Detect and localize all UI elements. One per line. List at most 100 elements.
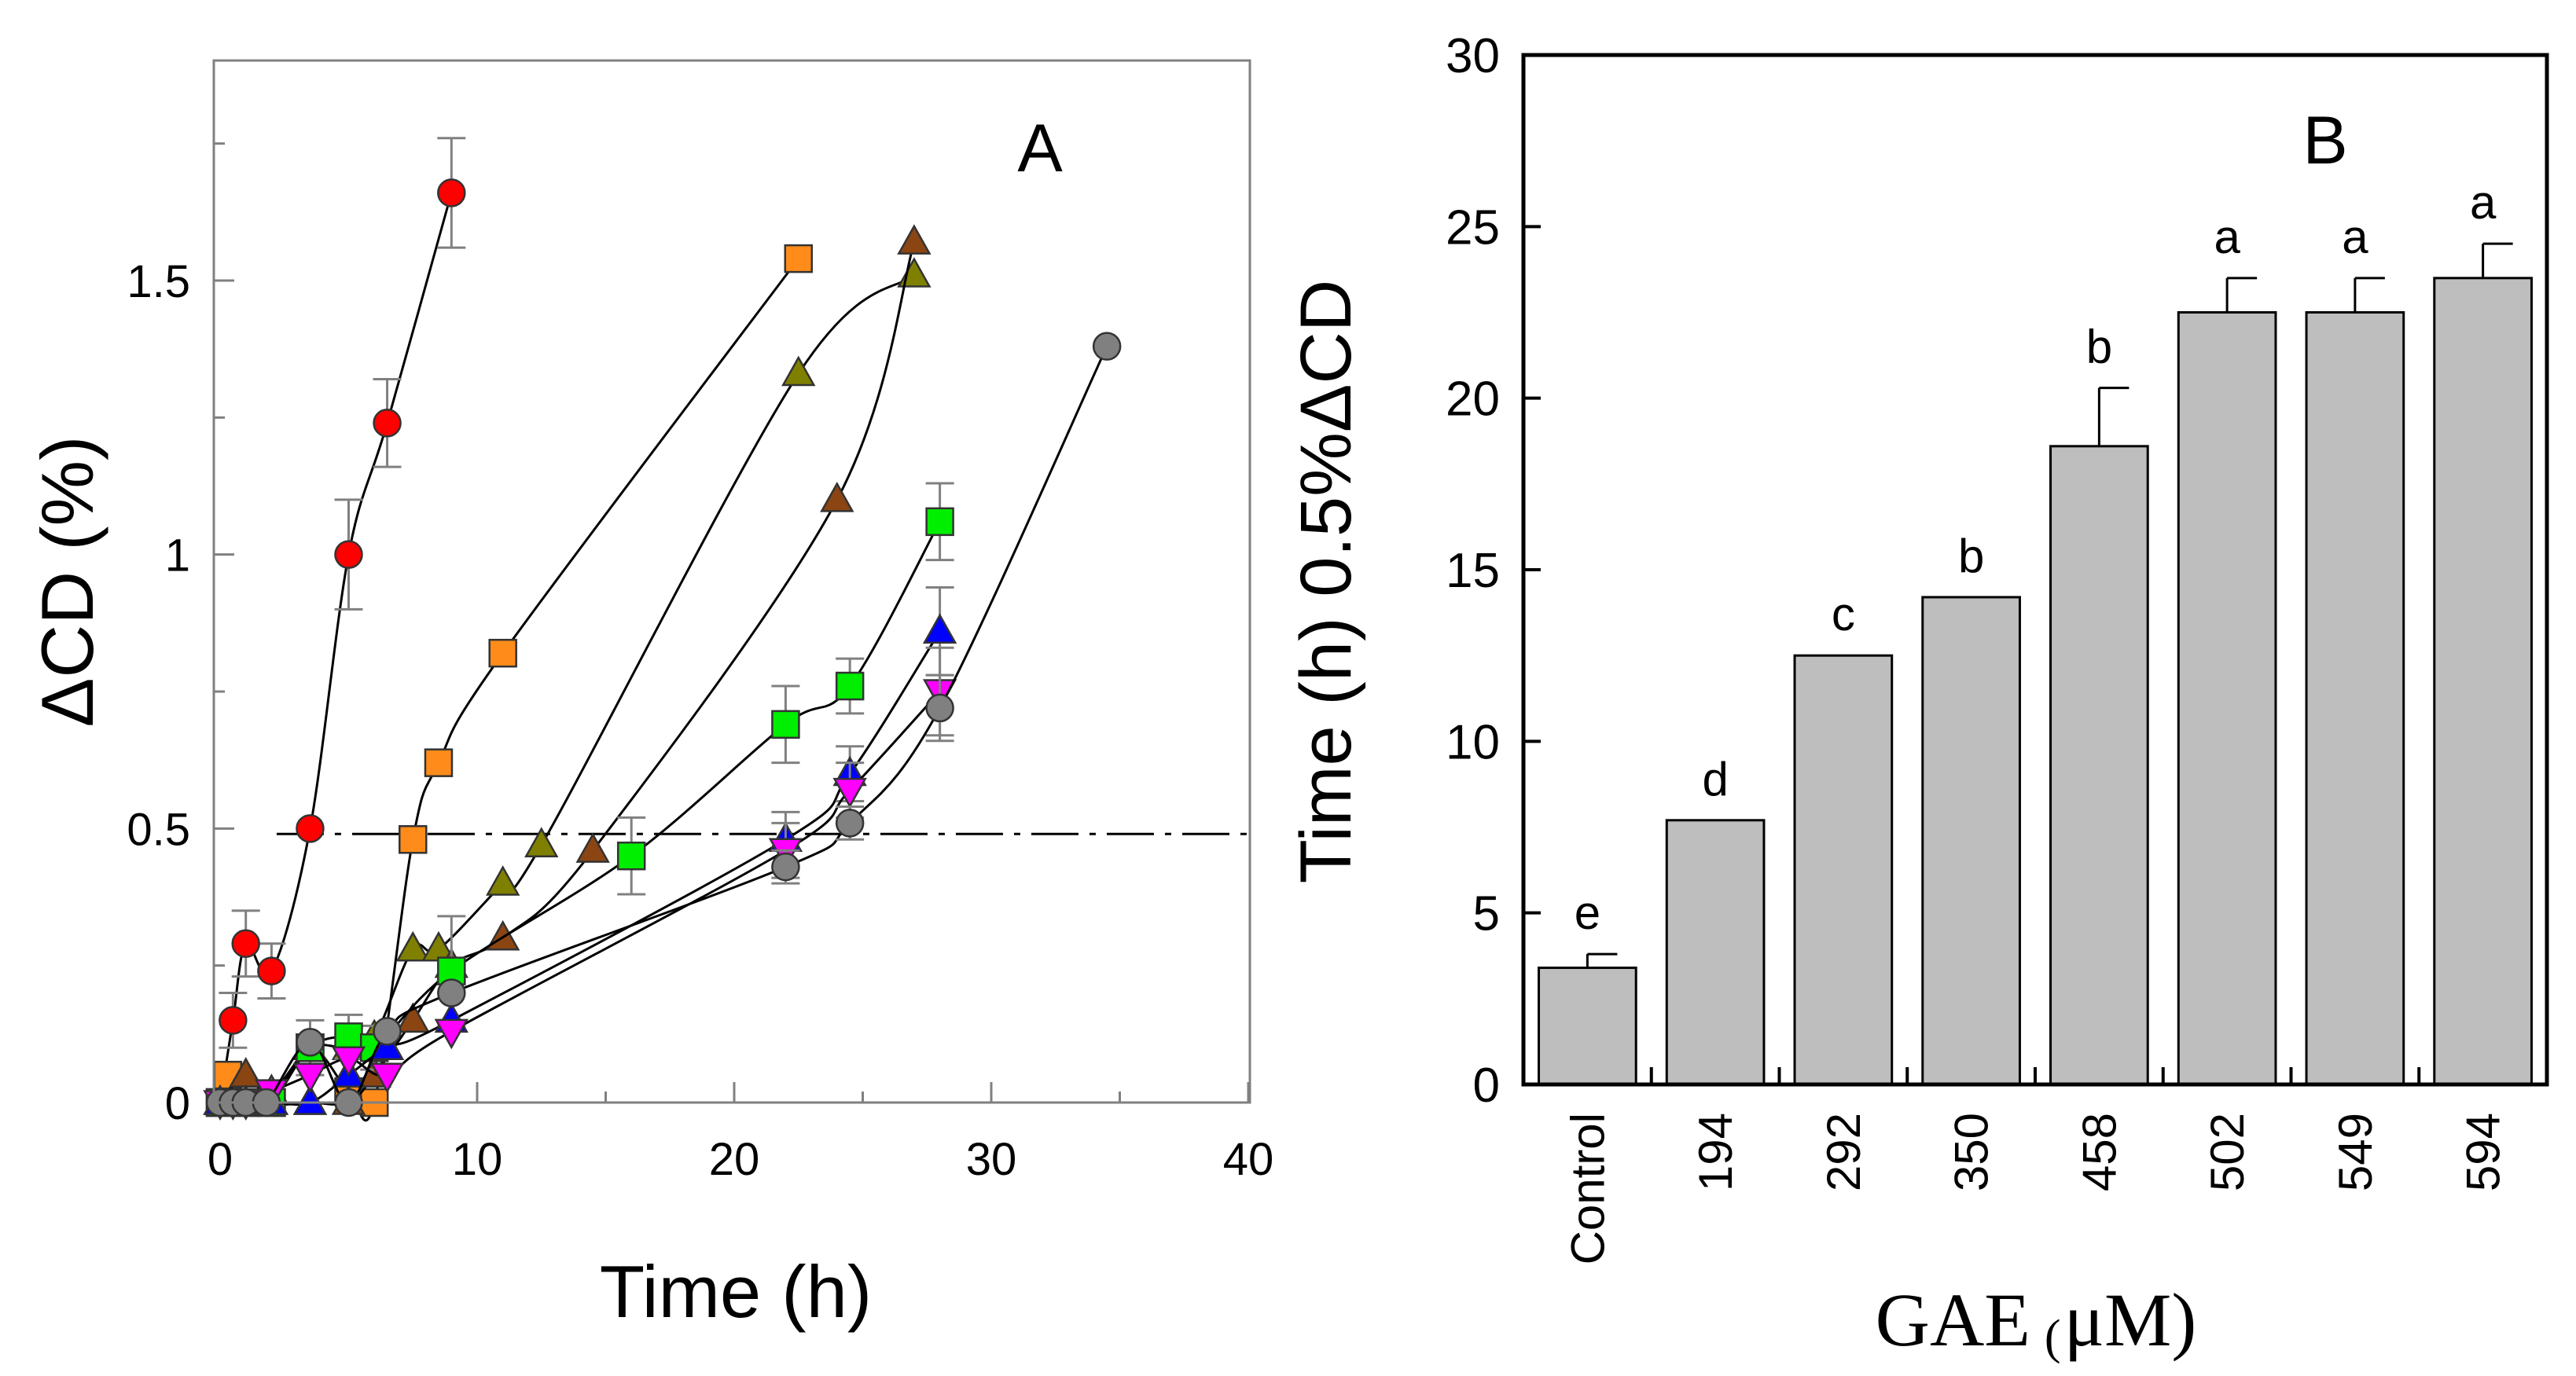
panel-b-label: B bbox=[2302, 103, 2347, 178]
x-axis-label-main: GAE bbox=[1876, 1278, 2030, 1362]
significance-letter: a bbox=[2214, 211, 2240, 263]
data-point bbox=[331, 1046, 366, 1077]
panel-b-plot-frame bbox=[1521, 53, 2549, 1087]
bar bbox=[2433, 277, 2533, 1086]
panel-a-x-axis-label: Time (h) bbox=[600, 1250, 872, 1333]
bar-group-549: a 549 bbox=[2289, 211, 2405, 1191]
significance-letter: d bbox=[1702, 753, 1728, 805]
panel-a-label: A bbox=[1017, 111, 1063, 186]
significance-letter: e bbox=[1575, 886, 1600, 939]
data-point bbox=[524, 827, 559, 857]
panel-a-plot-frame bbox=[212, 59, 1251, 1104]
data-point bbox=[616, 841, 646, 871]
panel-b-y-axis-label: Time (h) 0.5%ΔCD bbox=[1286, 280, 1366, 884]
x-tick-label: 502 bbox=[2201, 1113, 2254, 1191]
panel-a-y-axis-label: ΔCD (%) bbox=[26, 436, 108, 728]
data-point bbox=[292, 1084, 328, 1115]
data-point bbox=[424, 748, 454, 777]
data-point bbox=[781, 355, 816, 387]
bar-group-292: c 292 bbox=[1777, 588, 1894, 1191]
data-point bbox=[437, 178, 466, 207]
y-tick-label: 1.5 bbox=[127, 256, 190, 307]
y-tick-label: 20 bbox=[1446, 372, 1500, 427]
data-point bbox=[369, 1062, 405, 1094]
y-tick-label: 0 bbox=[165, 1078, 190, 1129]
data-point bbox=[771, 710, 800, 739]
x-tick-label: 549 bbox=[2329, 1113, 2382, 1191]
data-point bbox=[925, 507, 954, 537]
panel-a-line-chart: 0 10 20 30 40 0 0.5 1 1.5 A Time (h) ΔCD (%) bbox=[26, 59, 1274, 1333]
data-point bbox=[925, 693, 954, 723]
bar-group-502: a 502 bbox=[2161, 211, 2277, 1191]
data-point bbox=[835, 809, 865, 838]
bar bbox=[1793, 654, 1894, 1086]
y-tick-label: 15 bbox=[1446, 544, 1500, 598]
data-point bbox=[575, 832, 610, 863]
bar bbox=[2305, 311, 2405, 1086]
data-point bbox=[784, 244, 813, 273]
panel-b-bars: e Control d 194 c 292 b 350 b 458 a 502 a 549 a 594 bbox=[1538, 176, 2533, 1264]
x-tick-label: 194 bbox=[1689, 1113, 1742, 1191]
data-point bbox=[820, 481, 854, 512]
bar-group-594: a 594 bbox=[2417, 176, 2533, 1191]
significance-letter: b bbox=[2086, 321, 2112, 373]
x-tick-label: 20 bbox=[709, 1134, 760, 1185]
bar bbox=[1921, 596, 2021, 1086]
y-tick-label: 0.5 bbox=[127, 804, 190, 855]
panel-b-bar-chart: 0 5 10 15 20 25 30 e Control d 194 c 292 b 350 b 458 a 50… bbox=[1286, 29, 2549, 1364]
panel-b-x-axis-label: GAE ( μM) bbox=[1876, 1278, 2197, 1364]
data-point bbox=[334, 540, 363, 569]
x-tick-label: 0 bbox=[208, 1134, 233, 1185]
data-point bbox=[488, 638, 517, 668]
bar-group-Control: e Control bbox=[1538, 886, 1637, 1264]
x-tick-label: 30 bbox=[966, 1134, 1017, 1185]
significance-letter: a bbox=[2342, 211, 2368, 263]
data-point bbox=[373, 1017, 402, 1046]
data-point bbox=[897, 224, 932, 255]
significance-letter: c bbox=[1832, 588, 1855, 640]
data-point bbox=[296, 814, 325, 843]
data-point bbox=[373, 409, 402, 438]
data-point bbox=[832, 777, 867, 809]
data-point bbox=[257, 956, 286, 985]
bar bbox=[1538, 967, 1637, 1086]
bar bbox=[1665, 819, 1766, 1086]
bar-group-350: b 350 bbox=[1905, 530, 2021, 1191]
y-tick-label: 30 bbox=[1446, 29, 1500, 83]
bar bbox=[2177, 311, 2277, 1086]
bar-group-458: b 458 bbox=[2034, 321, 2149, 1191]
data-point bbox=[486, 865, 520, 896]
data-point bbox=[395, 930, 430, 962]
panel-b-ticks: 0 5 10 15 20 25 30 bbox=[1446, 29, 1541, 1113]
data-point bbox=[434, 1018, 469, 1050]
data-point bbox=[437, 978, 466, 1007]
y-tick-label: 1 bbox=[165, 530, 190, 582]
significance-letter: b bbox=[1958, 530, 1984, 582]
data-point bbox=[395, 1002, 430, 1033]
x-axis-label-unit: μM) bbox=[2064, 1278, 2197, 1362]
x-tick-label: 10 bbox=[452, 1134, 503, 1185]
data-point bbox=[231, 929, 260, 959]
significance-letter: a bbox=[2470, 176, 2497, 229]
bar-group-194: d 194 bbox=[1649, 753, 1766, 1191]
data-point bbox=[296, 1028, 325, 1057]
data-point bbox=[292, 1062, 328, 1094]
x-axis-label-paren: ( bbox=[2045, 1311, 2061, 1364]
y-tick-label: 25 bbox=[1446, 200, 1500, 255]
x-tick-label: 292 bbox=[1817, 1113, 1870, 1191]
data-point bbox=[1092, 332, 1122, 361]
x-tick-label: 594 bbox=[2457, 1113, 2510, 1191]
data-point bbox=[219, 1006, 248, 1035]
x-tick-label: 40 bbox=[1223, 1134, 1274, 1185]
y-tick-label: 0 bbox=[1473, 1059, 1500, 1113]
bar bbox=[2049, 445, 2149, 1086]
data-point bbox=[399, 825, 428, 854]
x-tick-label: 458 bbox=[2073, 1113, 2126, 1191]
data-point bbox=[334, 1022, 363, 1051]
x-tick-label: Control bbox=[1561, 1113, 1614, 1264]
y-tick-label: 5 bbox=[1473, 887, 1500, 941]
data-point bbox=[922, 613, 957, 644]
data-point bbox=[771, 852, 800, 882]
x-tick-label: 350 bbox=[1946, 1113, 1998, 1191]
